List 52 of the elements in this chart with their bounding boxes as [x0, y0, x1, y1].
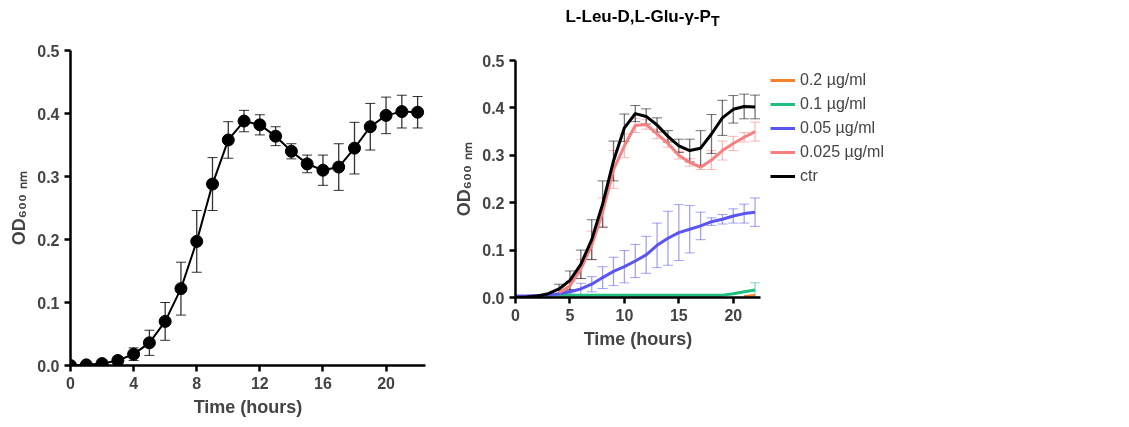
y-tick-label: 0.3	[482, 147, 505, 165]
point	[142, 336, 156, 350]
legend-label: 0.2 µg/ml	[800, 71, 867, 89]
legend-label: ctr	[800, 167, 819, 185]
x-tick-label: 12	[250, 374, 269, 392]
x-tick-label: 0	[511, 306, 521, 324]
x-tick-label: 20	[377, 374, 396, 392]
point	[269, 129, 283, 143]
line-series	[557, 122, 757, 295]
y-axis-title: OD₆₀₀ ₙₘ	[9, 170, 30, 246]
y-tick-label: 0.5	[37, 42, 60, 60]
x-tick-label: 15	[669, 306, 688, 324]
x-tick-label: 16	[314, 374, 332, 392]
x-axis-title: Time (hours)	[193, 396, 303, 417]
x-tick-label: 0	[66, 374, 76, 392]
point	[111, 353, 125, 366]
y-tick-label: 0.4	[37, 105, 60, 123]
point	[158, 314, 172, 328]
point	[348, 141, 361, 155]
legend-label: 0.1 µg/ml	[800, 95, 867, 113]
x-tick-label: 5	[565, 306, 575, 324]
point	[174, 282, 188, 296]
y-tick-label: 0.1	[37, 294, 60, 312]
y-tick-label: 0.2	[37, 231, 60, 249]
y-tick-label: 0.1	[482, 242, 505, 260]
y-tick-label: 0.4	[482, 99, 505, 117]
point	[253, 118, 267, 132]
y-tick-label: 0.3	[37, 168, 60, 186]
point	[190, 234, 204, 248]
legend-label: 0.05 µg/ml	[800, 119, 876, 137]
x-tick-label: 10	[615, 306, 634, 324]
x-tick-label: 4	[129, 374, 139, 392]
point	[379, 108, 393, 122]
legend-label: 0.025 µg/ml	[800, 143, 884, 161]
x-axis-title: Time (hours)	[583, 328, 693, 349]
point	[332, 160, 346, 174]
chart-title: L-Leu-D,L-Glu-γ-P$_{T}$	[565, 6, 720, 32]
point	[221, 133, 235, 147]
x-tick-label: 20	[724, 306, 743, 324]
point	[237, 114, 251, 128]
y-tick-label: 0.5	[482, 52, 505, 70]
line-series	[515, 210, 757, 298]
y-tick-label: 0.0	[482, 289, 505, 307]
y-tick-label: 0.0	[37, 357, 60, 375]
point	[395, 105, 409, 119]
x-tick-label: 8	[192, 374, 202, 392]
y-axis-title: OD₆₀₀ ₙₘ	[454, 141, 475, 217]
y-tick-label: 0.2	[482, 194, 505, 212]
point	[363, 120, 377, 134]
point	[411, 105, 425, 119]
point	[316, 163, 330, 177]
point	[206, 177, 219, 191]
